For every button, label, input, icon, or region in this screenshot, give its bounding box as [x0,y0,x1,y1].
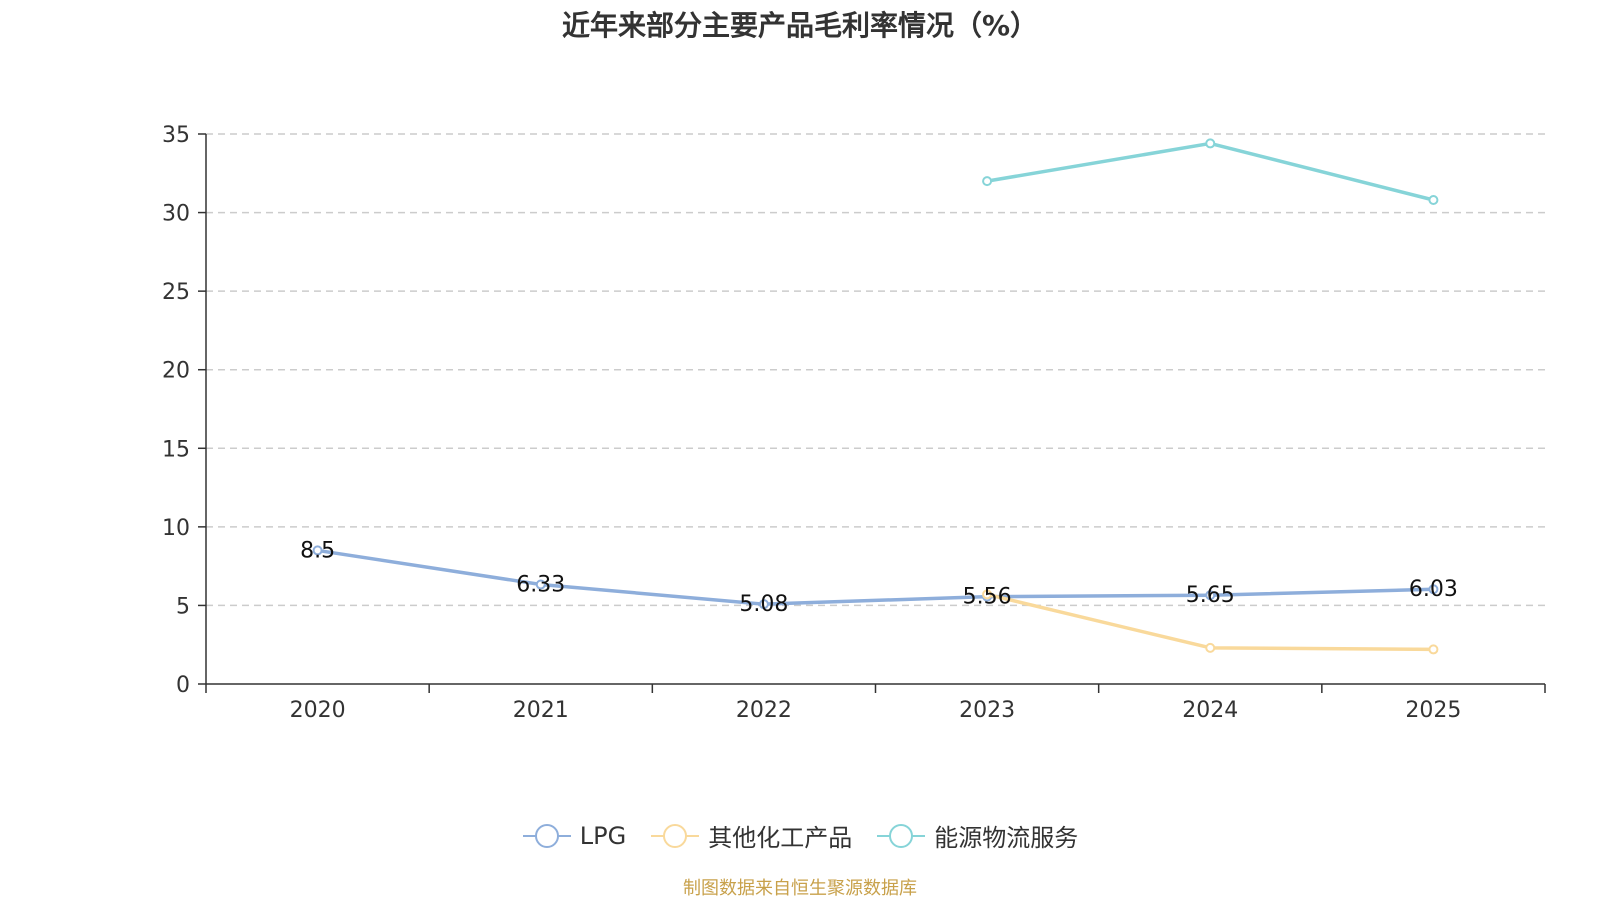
data-point [758,599,769,610]
legend-label: LPG [579,821,627,850]
series-layer [312,138,1439,655]
y-tick-label: 25 [162,280,190,305]
legend-item-0[interactable]: LPG [522,822,626,850]
label-layer: 8.5 6.33 5.08 5.56 5.65 6.03 [300,538,1458,617]
data-point [1428,195,1439,205]
legend-swatch-circle [889,823,914,848]
data-point [312,545,323,556]
legend-swatch-icon [651,823,700,848]
legend: LPG 其他化工产品 能源物流服务 [0,818,1600,853]
series-line-0 [315,548,1436,606]
y-tick-label: 20 [162,359,190,384]
legend-swatch-circle [663,823,688,848]
legend-item-2[interactable]: 能源物流服务 [876,818,1078,853]
x-tick-label-2022: 2022 [736,698,792,723]
data-point [1205,590,1216,601]
y-tick-label: 5 [176,594,190,619]
x-tick-label-2023: 2023 [959,698,1015,723]
y-tick-label: 35 [162,123,190,148]
x-tick-label-2025: 2025 [1405,698,1461,723]
chart-title: 近年来部分主要产品毛利率情况（%） [561,9,1039,42]
data-point [1428,584,1439,595]
legend-swatch-circle [534,823,559,848]
y-tick-label: 10 [162,516,190,541]
data-point [1205,642,1216,653]
data-point [535,579,546,590]
legend-swatch-icon [522,823,571,848]
x-tick-label-2021: 2021 [513,698,569,723]
y-tick-label: 30 [162,202,190,227]
legend-item-1[interactable]: 其他化工产品 [650,818,852,853]
data-point [1428,644,1439,655]
legend-label: 能源物流服务 [934,824,1079,852]
grid-layer [206,133,1545,607]
data-label: 8.5 [300,538,335,563]
data-label: 6.03 [1409,577,1458,602]
y-tick-label: 0 [176,673,190,698]
source-note: 制图数据来自恒生聚源数据库 [683,878,917,899]
data-label: 5.65 [1186,583,1235,608]
series-line-2 [985,141,1436,202]
x-tick-label-2020: 2020 [290,698,346,723]
data-point [982,589,993,600]
legend-swatch-icon [877,823,926,848]
legend-label: 其他化工产品 [708,824,853,852]
data-label: 5.56 [963,585,1012,610]
data-point [982,176,993,187]
data-point [1205,138,1216,149]
y-tick-label: 15 [162,437,190,462]
x-tick-label-2024: 2024 [1182,698,1238,723]
data-label: 6.33 [516,573,565,598]
data-label: 5.08 [739,592,788,617]
